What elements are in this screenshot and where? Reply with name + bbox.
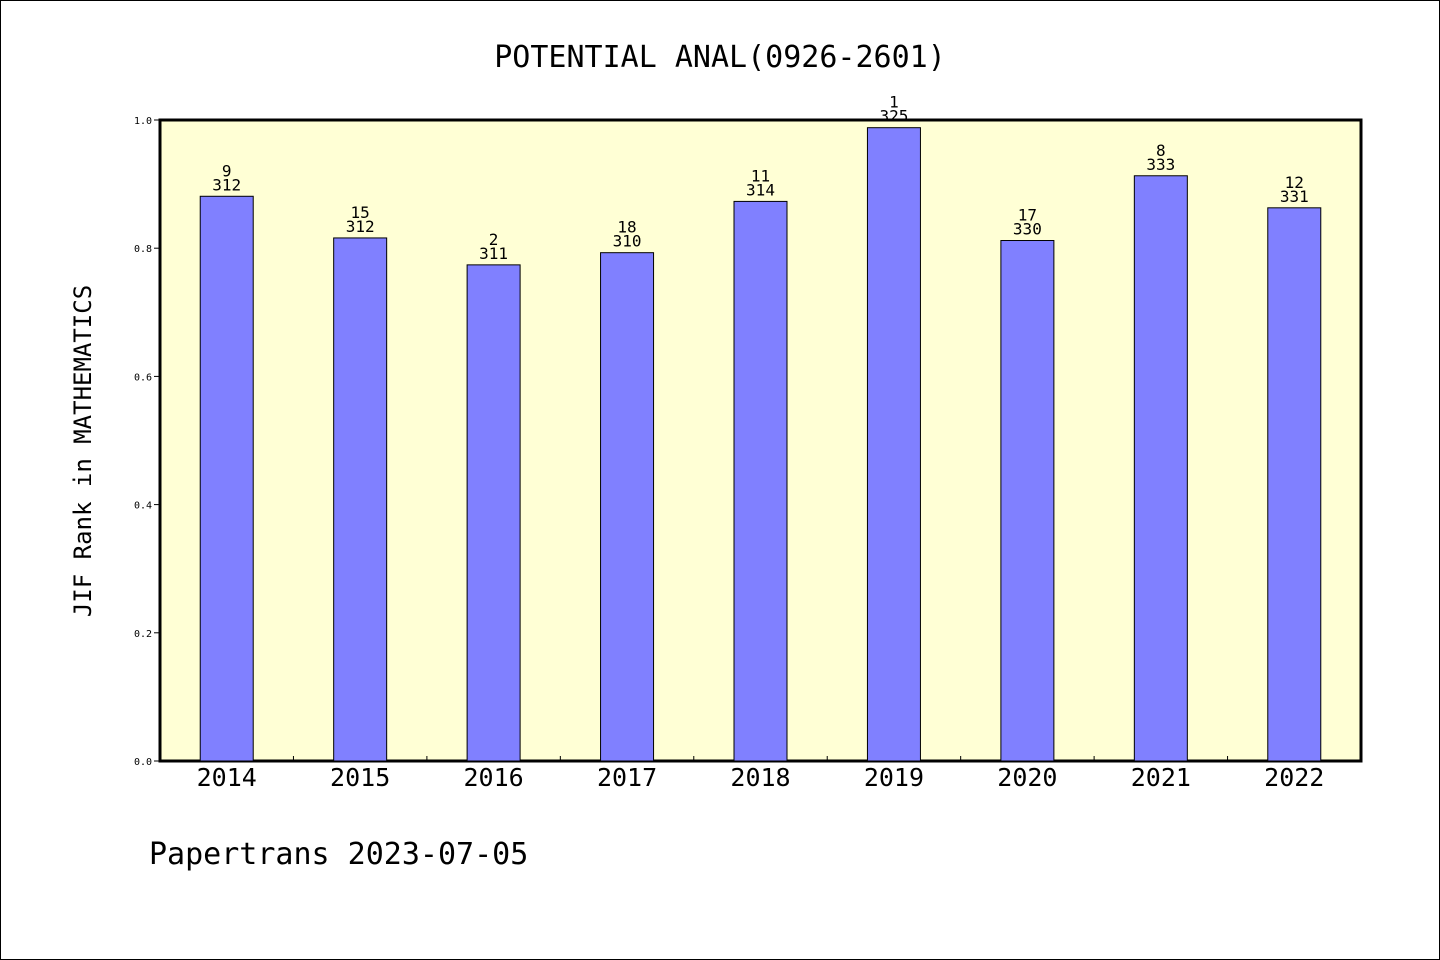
y-tick-label: 0.6	[134, 372, 152, 383]
x-axis: 2014 2015 2016 2017 2018 2019 2020 2021 2022	[197, 756, 1324, 792]
x-tick-label: 2014	[197, 763, 257, 792]
y-tick-label: 0.4	[134, 501, 152, 512]
bar-2018	[733, 200, 788, 762]
bars-layer: 9312153122311183101131413251733083331233…	[199, 93, 1322, 762]
bar-rank-label: 12	[1285, 173, 1304, 192]
bar-total-label: 312	[346, 217, 375, 236]
bar-2020	[1000, 240, 1055, 762]
x-tick-label: 2016	[464, 763, 524, 792]
x-tick-label: 2019	[864, 763, 924, 792]
bar-rank-label: 11	[751, 166, 770, 185]
bar-total-label: 325	[879, 107, 908, 126]
bar-2016	[466, 264, 521, 762]
x-tick-label: 2021	[1131, 763, 1191, 792]
bar-2015	[333, 237, 388, 762]
bar-rank-label: 17	[1018, 206, 1037, 225]
bar-2021	[1133, 175, 1188, 762]
bar-total-label: 330	[1013, 220, 1042, 239]
x-tick-label: 2020	[997, 763, 1057, 792]
bar-total-label: 333	[1146, 155, 1175, 174]
bar-rank-label: 2	[489, 230, 499, 249]
y-tick-label: 0.2	[134, 629, 152, 640]
bar-rank-label: 9	[222, 161, 232, 180]
y-axis-label: JIF Rank in MATHEMATICS	[69, 285, 97, 617]
x-tick-label: 2018	[730, 763, 790, 792]
chart-title: POTENTIAL ANAL(0926-2601)	[494, 40, 946, 75]
bar-rank-label: 18	[617, 218, 636, 237]
y-tick-label: 1.0	[134, 116, 152, 127]
x-tick-label: 2017	[597, 763, 657, 792]
x-tick-label: 2015	[330, 763, 390, 792]
bar-total-label: 312	[212, 175, 241, 194]
bar-2019	[866, 127, 921, 762]
y-axis: 0.0 0.2 0.4 0.6 0.8 1.0	[134, 116, 160, 768]
bar-total-label: 314	[746, 180, 775, 199]
bar-rank-label: 15	[351, 203, 370, 222]
y-tick-label: 0.8	[134, 244, 152, 255]
y-tick-label: 0.0	[134, 757, 152, 768]
x-tick-label: 2022	[1264, 763, 1324, 792]
bar-rank-label: 1	[889, 93, 899, 112]
bar-total-label: 331	[1280, 187, 1309, 206]
bar-2017	[600, 252, 655, 762]
bar-total-label: 310	[613, 232, 642, 251]
bar-2022	[1267, 207, 1322, 762]
bar-2014	[199, 195, 254, 762]
bar-rank-label: 8	[1156, 141, 1166, 160]
footer-source-date: Papertrans 2023-07-05	[149, 837, 528, 872]
bar-total-label: 311	[479, 244, 508, 263]
